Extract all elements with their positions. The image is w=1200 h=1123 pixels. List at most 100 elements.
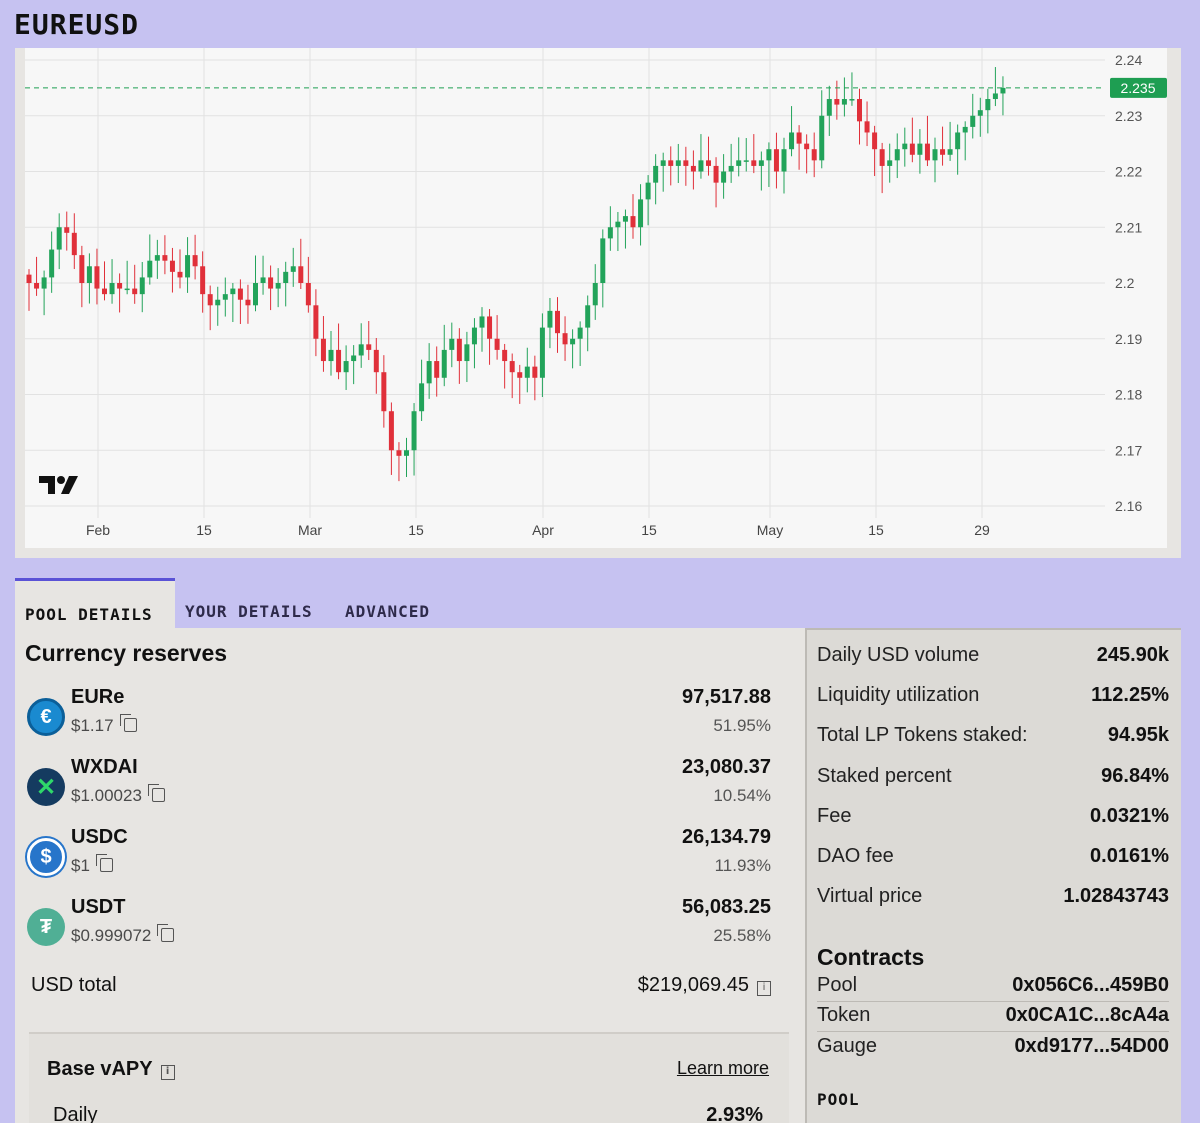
stat-label: Virtual price [817,885,923,907]
stat-value: 96.84% [1101,765,1169,787]
candle-up [86,266,92,283]
candle-down [487,316,493,339]
stat-fee: Fee 0.0321% [817,805,1169,835]
candle-up [570,338,576,345]
reserve-row-wxdai: ✕ WXDAI $1.00023 23,080.37 10.54% [27,756,771,822]
candle-down [207,294,213,306]
candle-up [426,361,432,384]
candle-up [743,160,749,162]
contract-address-link[interactable]: 0x056C6...459B0 [1012,974,1169,996]
candle-down [940,149,946,155]
candle-up [56,227,62,250]
currency-reserves-section: Currency reserves € EURe $1.17 97,517.88… [15,628,805,1123]
coin-amount: 97,517.88 [682,686,771,708]
candle-down [796,132,802,144]
x-tick-label: 15 [408,522,424,538]
candle-up [947,149,953,155]
candle-down [683,160,689,166]
candle-down [562,333,568,345]
stat-label: Total LP Tokens staked: [817,724,1028,746]
contract-row-token: Token 0x0CA1C...8cA4a [817,1002,1169,1032]
candle-down [320,338,326,362]
reserve-row-usdc: $ USDC $1 26,134.79 11.93% [27,826,771,892]
candle-down [773,149,779,172]
candle-up [736,160,742,166]
candle-down [102,288,107,295]
copy-icon[interactable] [95,854,113,872]
stat-staked-percent: Staked percent 96.84% [817,765,1169,795]
candle-up [253,283,258,306]
candle-up [471,327,477,345]
candle-up [358,344,364,356]
coin-symbol: USDC [71,826,128,848]
y-tick-label: 2.19 [1115,331,1142,347]
candle-up [404,450,409,456]
pair-title: EUREUSD [14,8,140,41]
candlestick-chart[interactable]: 2.24 2.23 2.22 2.21 2.2 2.19 2.18 2.17 2.16 Feb 15… [25,48,1167,548]
candle-down [305,283,311,306]
info-icon[interactable]: i [757,981,771,996]
stat-label: Staked percent [817,765,952,787]
candle-up [607,227,613,239]
stat-total-lp-staked: Total LP Tokens staked: 94.95k [817,724,1169,754]
candle-down [26,274,32,283]
learn-more-link[interactable]: Learn more [676,1058,769,1078]
stat-value: 1.02843743 [1063,885,1169,907]
coin-price: $1 [71,854,113,876]
candle-up [766,149,772,161]
y-tick-label: 2.21 [1115,219,1142,235]
contract-address-link[interactable]: 0x0CA1C...8cA4a [1005,1004,1169,1026]
candle-up [215,299,221,306]
candle-down [834,99,840,105]
candle-down [804,143,810,150]
stat-label: Liquidity utilization [817,684,980,706]
candle-up [41,277,47,289]
candle-up [441,349,447,378]
candle-down [630,216,636,228]
candle-up [449,338,455,350]
x-tick-label: 15 [868,522,884,538]
stat-value: 112.25% [1091,684,1169,706]
candle-up [728,165,734,172]
candle-down [857,99,862,122]
stat-label: Fee [817,805,852,827]
stat-label: DAO fee [817,845,894,867]
candle-up [675,160,681,166]
contract-address-link[interactable]: 0xd9177...54D00 [1014,1035,1169,1057]
candle-down [494,338,500,350]
stat-value: 0.0161% [1090,845,1169,867]
tradingview-logo [39,476,78,494]
stat-virtual-price: Virtual price 1.02843743 [817,885,1169,915]
candle-up [819,115,825,161]
daily-apy-label: Daily [53,1104,98,1123]
candle-up [894,149,900,161]
tab-advanced[interactable]: ADVANCED [345,602,431,621]
tab-pool-details[interactable]: POOL DETAILS [15,578,175,628]
coin-symbol: EURe [71,686,125,708]
copy-icon[interactable] [119,714,137,732]
candle-up [962,126,968,133]
candle-down [117,283,123,289]
copy-icon[interactable] [147,784,165,802]
y-tick-label: 2.18 [1115,387,1142,403]
x-tick-label: 29 [974,522,990,538]
candle-down [502,349,508,362]
candle-up [932,149,938,161]
candle-down [555,310,560,334]
candle-down [381,372,387,412]
copy-icon[interactable] [157,924,175,942]
tab-your-details[interactable]: YOUR DETAILS [185,602,313,621]
coin-percentage: 10.54% [713,786,771,805]
usdc-coin-icon: $ [27,838,65,876]
candle-up [411,411,417,451]
candle-up [622,216,628,222]
candle-down [366,344,372,350]
contract-label: Gauge [817,1035,878,1057]
x-tick-label: Apr [532,522,554,538]
last-price-badge [1110,77,1167,98]
info-icon[interactable]: i [160,1065,175,1080]
candle-up [970,115,976,127]
x-tick-label: May [757,522,783,538]
y-tick-label: 2.2 [1115,275,1135,291]
candle-up [992,93,998,100]
